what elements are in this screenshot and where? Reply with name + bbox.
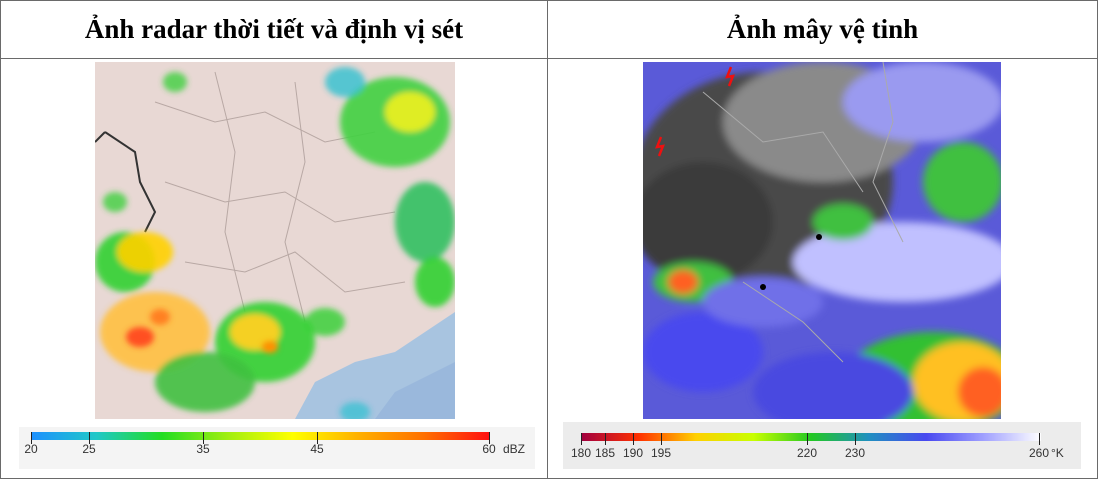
city-marker xyxy=(816,234,822,240)
tick-mark xyxy=(489,432,490,444)
tick-label: 25 xyxy=(82,442,96,456)
tick-mark xyxy=(581,433,582,445)
left-header-cell: Ảnh radar thời tiết và định vị sét xyxy=(0,0,548,59)
radar-legend: 20 25 35 45 60 dBZ xyxy=(19,427,535,469)
tick-mark xyxy=(605,433,606,445)
border-line xyxy=(104,131,157,233)
tick-mark xyxy=(317,432,318,444)
lightning-icon-2 xyxy=(655,136,665,157)
right-header-cell: Ảnh mây vệ tinh xyxy=(547,0,1098,59)
tick-label: 45 xyxy=(310,442,324,456)
tick-label: 35 xyxy=(196,442,210,456)
tick-mark xyxy=(807,433,808,445)
satellite-legend: 180 185 190 195 220 230 260 °K xyxy=(563,422,1081,469)
satellite-borders xyxy=(702,62,904,363)
satellite-svg xyxy=(643,62,1001,419)
tick-mark xyxy=(203,432,204,444)
tick-label: 230 xyxy=(844,446,866,460)
satellite-title: Ảnh mây vệ tinh xyxy=(726,14,919,44)
tick-label: 260 xyxy=(1028,446,1050,460)
tick-label: 190 xyxy=(622,446,644,460)
radar-map-svg xyxy=(95,62,455,419)
satellite-unit: °K xyxy=(1051,446,1064,460)
tick-label: 220 xyxy=(796,446,818,460)
lightning-icon xyxy=(725,66,735,87)
radar-map-image xyxy=(95,62,455,419)
satellite-clouds xyxy=(643,62,1001,419)
satellite-cell: 180 185 190 195 220 230 260 °K xyxy=(547,58,1098,479)
tick-label: 195 xyxy=(650,446,672,460)
radar-cell: 20 25 35 45 60 dBZ xyxy=(0,58,548,479)
radar-cores xyxy=(126,309,278,353)
province-lines xyxy=(154,71,406,323)
tick-mark xyxy=(31,432,32,444)
radar-unit: dBZ xyxy=(503,442,526,456)
tick-label: 20 xyxy=(24,442,38,456)
radar-echoes xyxy=(95,67,455,419)
satellite-image xyxy=(643,62,1001,419)
satellite-colorbar xyxy=(581,433,1041,441)
tick-mark xyxy=(661,433,662,445)
border-line-2 xyxy=(95,131,106,143)
tick-mark xyxy=(1039,433,1040,445)
radar-title: Ảnh radar thời tiết và định vị sét xyxy=(84,14,464,44)
tick-mark xyxy=(633,433,634,445)
tick-label: 60 xyxy=(482,442,496,456)
tick-label: 185 xyxy=(594,446,616,460)
tick-mark xyxy=(89,432,90,444)
tick-mark xyxy=(855,433,856,445)
tick-label: 180 xyxy=(570,446,592,460)
city-marker-2 xyxy=(760,284,766,290)
sea-area-deep xyxy=(375,362,455,419)
radar-colorbar xyxy=(31,432,489,440)
